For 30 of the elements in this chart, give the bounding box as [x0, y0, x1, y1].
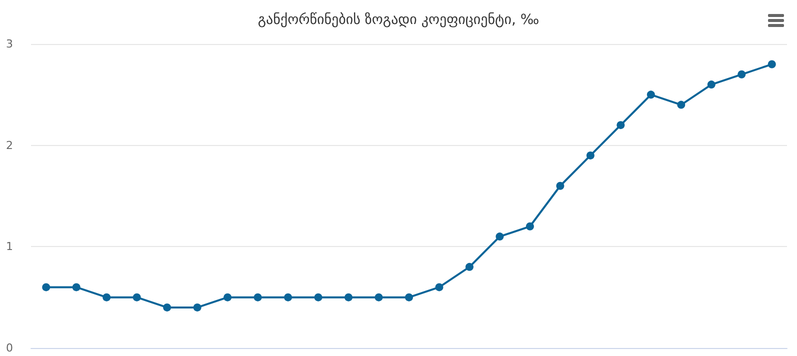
point	[586, 151, 594, 160]
point	[132, 293, 141, 302]
point	[707, 80, 716, 89]
y-tick-label: 0	[6, 342, 13, 354]
point	[556, 182, 564, 190]
point	[344, 293, 353, 302]
point	[465, 262, 474, 271]
point	[768, 60, 776, 68]
point	[163, 303, 172, 312]
point	[284, 293, 292, 302]
point	[616, 121, 625, 130]
point	[405, 293, 413, 302]
point	[193, 303, 202, 312]
y-tick-label: 3	[6, 38, 13, 50]
y-tick-label: 2	[6, 138, 13, 152]
point	[42, 283, 50, 292]
point	[374, 293, 383, 302]
chart-title: განქორწინების ზოგადი კოეფიციენტი, ‰	[258, 12, 540, 28]
y-tick-label: 1	[6, 240, 13, 254]
point	[738, 70, 746, 78]
point	[314, 293, 322, 302]
point	[496, 232, 504, 241]
point	[435, 283, 444, 292]
point	[254, 293, 262, 302]
point	[102, 293, 111, 302]
point	[224, 293, 232, 302]
point	[646, 90, 655, 99]
point	[677, 100, 686, 109]
point	[72, 283, 80, 292]
point	[526, 222, 534, 230]
